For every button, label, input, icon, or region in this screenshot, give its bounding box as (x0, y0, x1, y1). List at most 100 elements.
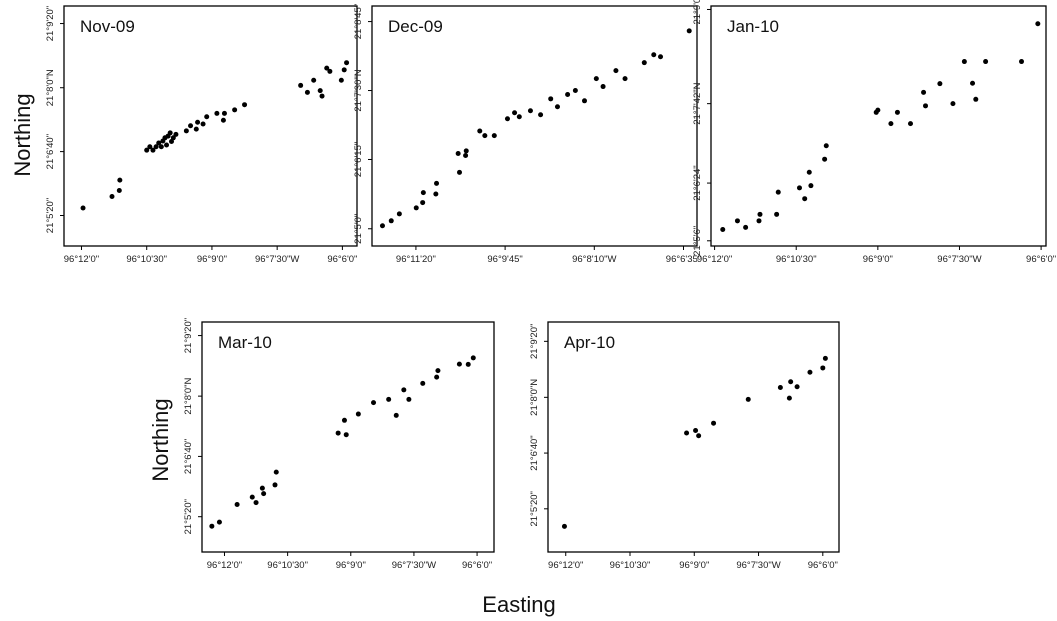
data-point (823, 143, 829, 149)
panel-title: Jan-10 (727, 17, 779, 36)
data-point (150, 147, 156, 153)
data-point (456, 361, 462, 367)
data-point (686, 28, 692, 34)
data-point (379, 223, 385, 229)
data-point (983, 59, 989, 65)
data-point (777, 385, 783, 391)
y-tick-label: 21°7'30"N (353, 69, 364, 111)
y-tick-label: 21°6'40" (183, 439, 194, 474)
data-point (806, 169, 812, 175)
data-point (477, 128, 483, 134)
data-point (164, 142, 170, 148)
data-point (158, 144, 164, 150)
data-point (80, 205, 86, 211)
data-point (565, 92, 571, 98)
data-point (794, 384, 800, 390)
x-tick-label: 96°9'0" (863, 254, 893, 265)
data-point (109, 194, 115, 200)
data-point (651, 52, 657, 58)
data-point (242, 102, 248, 108)
data-point (907, 121, 913, 127)
data-point (253, 500, 259, 506)
data-point (572, 88, 578, 94)
data-point (822, 156, 828, 162)
data-point (183, 128, 189, 134)
data-point (554, 104, 560, 110)
x-tick-label: 96°11'20" (396, 254, 436, 265)
x-tick-label: 96°10'30" (126, 254, 167, 265)
y-tick-label: 21°5'0" (353, 214, 364, 244)
data-point (420, 190, 426, 196)
x-tick-label: 96°7'30"W (736, 560, 780, 571)
data-point (796, 185, 802, 191)
data-point (232, 107, 238, 113)
data-point (167, 130, 173, 136)
data-point (420, 200, 426, 206)
panels: Nov-09 96°12'0" 96°10'30" 96°9'0" 96°7'30"W 9… (45, 0, 1056, 571)
data-point (711, 420, 717, 426)
data-point (200, 121, 206, 127)
data-point (220, 117, 226, 123)
data-point (658, 54, 664, 60)
data-point (600, 84, 606, 90)
x-tick-label: 96°9'0" (336, 560, 366, 571)
data-point (144, 147, 150, 153)
data-point (216, 519, 222, 525)
plot-frame (201, 321, 495, 553)
plot-frame (63, 5, 358, 247)
data-point (272, 482, 278, 488)
data-point (491, 133, 497, 139)
data-point (156, 140, 162, 146)
data-point (386, 396, 392, 402)
data-point (802, 196, 808, 202)
data-point (341, 67, 347, 73)
chart-panel-dec-09: Dec-09 96°11'20" 96°9'45" 96°8'10"W 96°6'35"… (353, 4, 701, 265)
x-tick-label: 96°9'0" (679, 560, 709, 571)
data-point (950, 101, 956, 107)
data-point (221, 110, 227, 116)
x-tick-label: 96°10'30" (776, 254, 817, 265)
data-point (304, 89, 310, 95)
y-tick-label: 21°5'6" (692, 226, 703, 256)
data-point (465, 361, 471, 367)
data-point (482, 133, 488, 139)
data-point (343, 432, 349, 438)
data-point (937, 81, 943, 87)
y-tick-label: 21°8'0"N (45, 69, 56, 106)
data-point (406, 396, 412, 402)
data-point (973, 96, 979, 102)
x-tick-label: 96°12'0" (697, 254, 732, 265)
y-tick-label: 21°6'40" (529, 435, 540, 470)
data-point (538, 112, 544, 118)
data-point (463, 148, 469, 154)
data-point (961, 59, 967, 65)
y-tick-label: 21°5'20" (45, 198, 56, 233)
data-point (396, 211, 402, 217)
data-point (393, 412, 399, 418)
data-point (234, 501, 240, 507)
data-point (1019, 59, 1025, 65)
y-tick-label: 21°9'20" (529, 324, 540, 359)
data-point (371, 400, 377, 406)
data-point (193, 126, 199, 132)
data-point (116, 187, 122, 193)
data-point (875, 107, 881, 113)
data-point (582, 98, 587, 104)
panel-title: Apr-10 (564, 333, 615, 352)
data-point (388, 218, 394, 224)
data-point (344, 60, 350, 66)
y-tick-label: 21°6'40" (45, 134, 56, 169)
data-point (921, 89, 927, 95)
data-point (720, 227, 726, 233)
y-tick-label: 21°5'20" (529, 491, 540, 526)
chart-panel-apr-10: Apr-10 96°12'0" 96°10'30" 96°9'0" 96°7'30"W 9… (529, 321, 840, 571)
data-point (808, 183, 814, 189)
data-point (516, 114, 522, 120)
data-point (435, 368, 441, 374)
data-point (434, 180, 440, 186)
x-tick-label: 96°7'30"W (392, 560, 436, 571)
y-axis-title-bottom: Northing (148, 398, 173, 481)
x-tick-label: 96°8'10"W (572, 254, 616, 265)
data-point (888, 121, 894, 127)
